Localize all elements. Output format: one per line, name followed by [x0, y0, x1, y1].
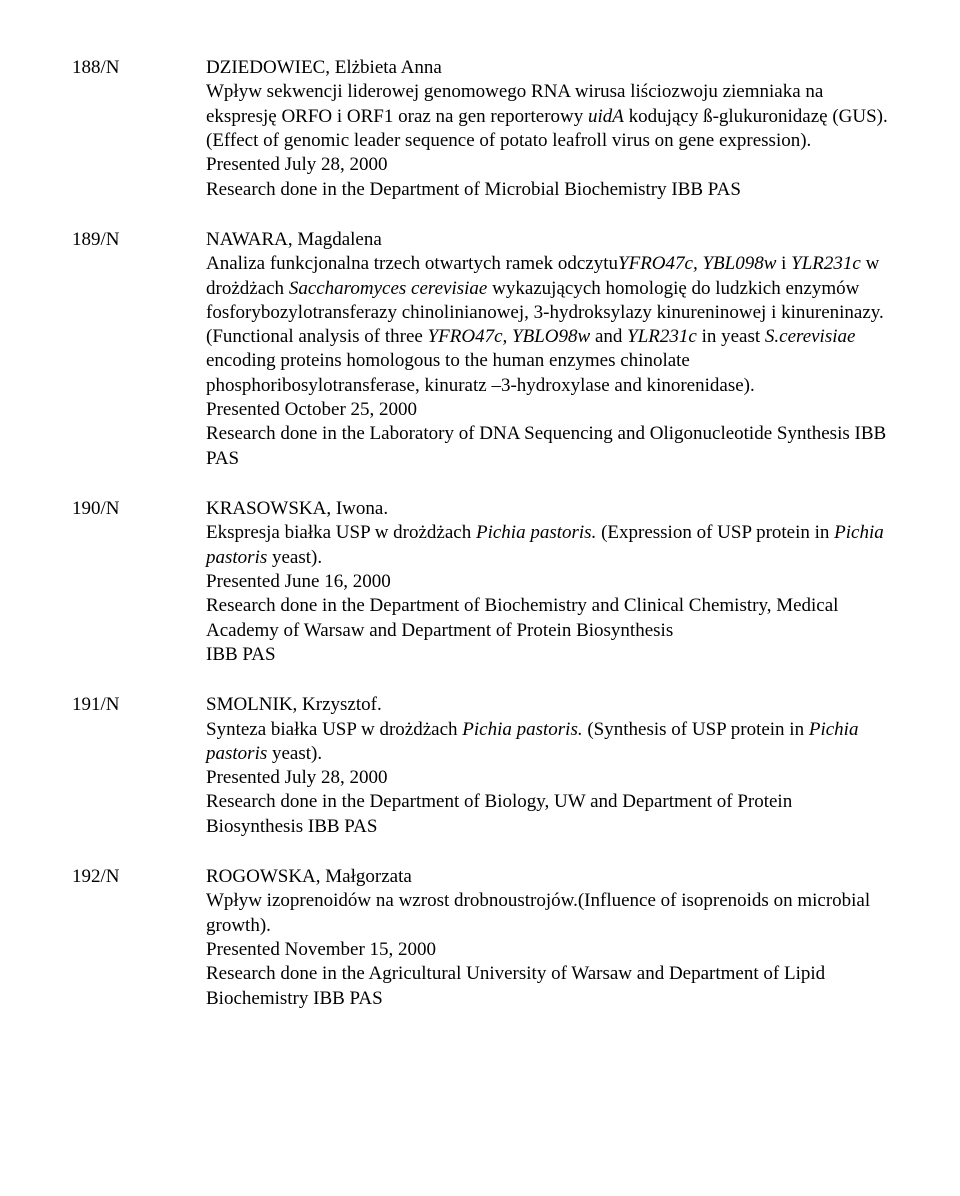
text-segment: (Synthesis of USP protein in [583, 719, 809, 740]
entry: 191/NSMOLNIK, Krzysztof.Synteza białka U… [72, 693, 888, 839]
entry-line: IBB PAS [206, 643, 888, 667]
entries-list: 188/NDZIEDOWIEC, Elżbieta AnnaWpływ sekw… [72, 56, 888, 1011]
text-segment: Ekspresja białka USP w drożdżach [206, 522, 476, 543]
text-segment: i [776, 253, 791, 274]
entry-line: Research done in the Department of Micro… [206, 178, 888, 202]
text-segment: Presented October 25, 2000 [206, 399, 417, 420]
text-segment: yeast). [267, 547, 322, 568]
text-segment: Research done in the Department of Micro… [206, 179, 741, 200]
entry-line: Analiza funkcjonalna trzech otwartych ra… [206, 252, 888, 398]
text-segment: encoding proteins homologous to the huma… [206, 350, 755, 395]
entry-id: 192/N [72, 865, 206, 1011]
text-segment: YFRO47c, YBLO98w [428, 326, 591, 347]
text-segment: YFRO47c, YBL098w [618, 253, 776, 274]
text-segment: YLR231c [627, 326, 697, 347]
entry-line: Research done in the Department of Bioch… [206, 594, 888, 643]
text-segment: Research done in the Department of Bioch… [206, 595, 838, 640]
entry-line: Wpływ sekwencji liderowej genomowego RNA… [206, 80, 888, 153]
text-segment: in yeast [697, 326, 765, 347]
text-segment: Research done in the Agricultural Univer… [206, 963, 825, 1008]
entry-id: 190/N [72, 497, 206, 667]
entry-body: SMOLNIK, Krzysztof.Synteza białka USP w … [206, 693, 888, 839]
text-segment: yeast). [267, 743, 322, 764]
text-segment: Presented June 16, 2000 [206, 571, 391, 592]
text-segment: S.cerevisiae [765, 326, 856, 347]
text-segment: (Expression of USP protein in [596, 522, 834, 543]
entry-body: DZIEDOWIEC, Elżbieta AnnaWpływ sekwencji… [206, 56, 888, 202]
text-segment: IBB PAS [206, 644, 276, 665]
entry: 189/NNAWARA, MagdalenaAnaliza funkcjonal… [72, 228, 888, 471]
entry-author: KRASOWSKA, Iwona. [206, 497, 888, 521]
entry: 188/NDZIEDOWIEC, Elżbieta AnnaWpływ sekw… [72, 56, 888, 202]
text-segment: and [590, 326, 627, 347]
entry-line: Synteza białka USP w drożdżach Pichia pa… [206, 718, 888, 767]
entry-line: Ekspresja białka USP w drożdżach Pichia … [206, 521, 888, 570]
text-segment: YLR231c [791, 253, 861, 274]
entry: 190/NKRASOWSKA, Iwona.Ekspresja białka U… [72, 497, 888, 667]
entry-body: NAWARA, MagdalenaAnaliza funkcjonalna tr… [206, 228, 888, 471]
entry-line: Presented June 16, 2000 [206, 570, 888, 594]
text-segment: Research done in the Laboratory of DNA S… [206, 423, 886, 468]
text-segment: Pichia pastoris. [462, 719, 582, 740]
entry-line: Presented November 15, 2000 [206, 938, 888, 962]
text-segment: Wpływ izoprenoidów na wzrost drobnoustro… [206, 890, 870, 935]
entry-body: ROGOWSKA, MałgorzataWpływ izoprenoidów n… [206, 865, 888, 1011]
text-segment: Pichia pastoris. [476, 522, 596, 543]
entry: 192/NROGOWSKA, MałgorzataWpływ izoprenoi… [72, 865, 888, 1011]
text-segment: Presented July 28, 2000 [206, 154, 388, 175]
entry-author: DZIEDOWIEC, Elżbieta Anna [206, 56, 888, 80]
text-segment: Research done in the Department of Biolo… [206, 791, 792, 836]
text-segment: Presented July 28, 2000 [206, 767, 388, 788]
text-segment: Saccharomyces cerevisiae [289, 278, 488, 299]
entry-line: Wpływ izoprenoidów na wzrost drobnoustro… [206, 889, 888, 938]
entry-id: 188/N [72, 56, 206, 202]
entry-body: KRASOWSKA, Iwona.Ekspresja białka USP w … [206, 497, 888, 667]
entry-line: Research done in the Department of Biolo… [206, 790, 888, 839]
entry-id: 189/N [72, 228, 206, 471]
text-segment: Synteza białka USP w drożdżach [206, 719, 462, 740]
entry-line: Presented July 28, 2000 [206, 766, 888, 790]
entry-line: Research done in the Agricultural Univer… [206, 962, 888, 1011]
entry-line: Research done in the Laboratory of DNA S… [206, 422, 888, 471]
text-segment: Presented November 15, 2000 [206, 939, 436, 960]
entry-line: Presented July 28, 2000 [206, 153, 888, 177]
text-segment: Analiza funkcjonalna trzech otwartych ra… [206, 253, 618, 274]
entry-author: NAWARA, Magdalena [206, 228, 888, 252]
text-segment: uidA [588, 106, 624, 127]
entry-id: 191/N [72, 693, 206, 839]
entry-line: Presented October 25, 2000 [206, 398, 888, 422]
entry-author: SMOLNIK, Krzysztof. [206, 693, 888, 717]
entry-author: ROGOWSKA, Małgorzata [206, 865, 888, 889]
